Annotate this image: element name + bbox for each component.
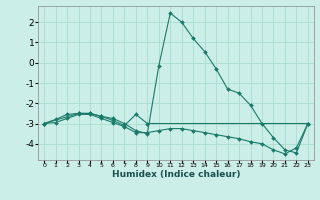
X-axis label: Humidex (Indice chaleur): Humidex (Indice chaleur) [112,170,240,179]
